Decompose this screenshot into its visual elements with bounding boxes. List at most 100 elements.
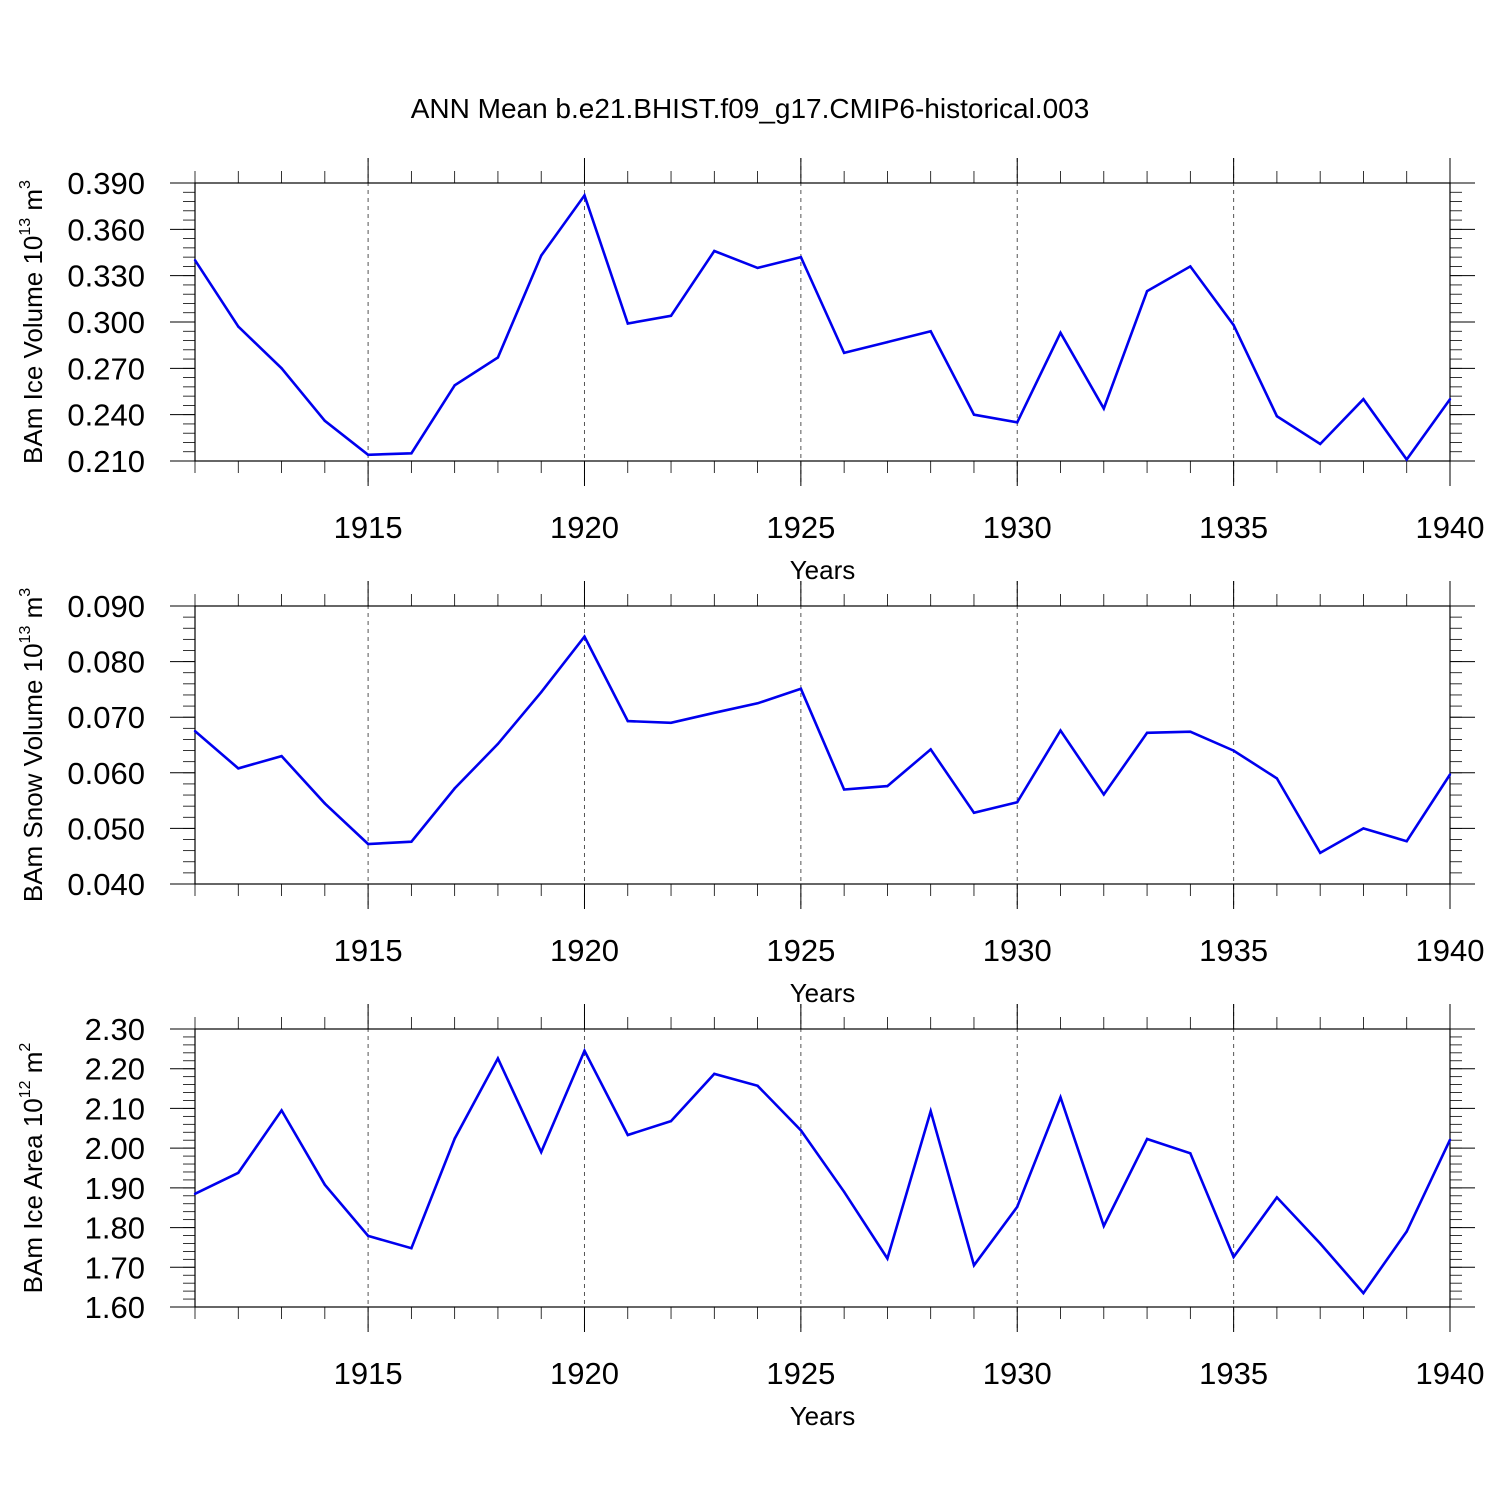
data-point <box>1189 265 1192 268</box>
data-point <box>1016 801 1019 804</box>
data-point <box>842 351 846 355</box>
data-point <box>540 1150 543 1154</box>
data-point <box>799 687 803 691</box>
data-point <box>583 194 586 197</box>
data-point <box>1448 1138 1452 1142</box>
x-tick-label: 1935 <box>1199 510 1268 545</box>
y-tick-label: 0.070 <box>67 700 145 735</box>
data-point <box>972 1264 976 1267</box>
x-tick-label: 1925 <box>766 933 835 968</box>
data-point <box>410 452 413 455</box>
plot-frame <box>194 605 1451 885</box>
data-point <box>1102 407 1105 410</box>
x-tick-label: 1940 <box>1416 933 1485 968</box>
data-point <box>1318 442 1322 446</box>
data-point <box>756 266 759 270</box>
chart-panel-2: 0.090 0.080 0.070 0.060 0.050 0.040 1915 1920 19… <box>17 581 1484 1008</box>
y-tick-label: 2.00 <box>85 1131 145 1166</box>
data-point <box>237 1171 240 1174</box>
data-point <box>1318 851 1322 855</box>
y-tick-label: 0.050 <box>67 811 145 846</box>
data-point <box>799 1129 803 1132</box>
x-tick-label: 1915 <box>334 1356 403 1391</box>
data-point <box>713 249 716 253</box>
data-point <box>1362 398 1365 401</box>
data-point <box>626 322 629 325</box>
data-point <box>669 314 673 318</box>
data-point <box>1102 793 1105 796</box>
data-point <box>1448 398 1452 401</box>
data-point <box>280 1109 283 1112</box>
x-tick-label: 1915 <box>334 933 403 968</box>
x-tick-label: 1930 <box>983 510 1052 545</box>
y-tick-label: 1.60 <box>85 1290 145 1325</box>
data-point <box>713 1072 716 1076</box>
data-point <box>1448 773 1452 776</box>
data-point <box>366 842 370 846</box>
data-point <box>453 787 456 790</box>
data-point <box>366 1234 370 1238</box>
data-point <box>1318 1242 1322 1245</box>
x-tick-label: 1920 <box>550 510 619 545</box>
data-point <box>496 1057 500 1060</box>
data-point <box>410 840 413 843</box>
data-point <box>1232 749 1235 752</box>
x-tick-label: 1940 <box>1416 510 1485 545</box>
data-point <box>756 702 759 705</box>
x-tick-label: 1925 <box>766 510 835 545</box>
y-axis-label: BAm Snow Volume 1013 m3 <box>17 588 48 902</box>
data-point <box>1405 1230 1408 1233</box>
data-point <box>1145 731 1149 734</box>
data-point <box>453 384 456 387</box>
data-point <box>929 748 932 751</box>
data-point <box>1059 1096 1062 1099</box>
data-point <box>1145 1137 1149 1141</box>
data-point <box>193 729 197 733</box>
y-tick-label: 1.70 <box>85 1250 145 1285</box>
x-tick-label: 1920 <box>550 933 619 968</box>
data-point <box>669 1119 673 1123</box>
data-point <box>886 1257 889 1260</box>
y-tick-label: 0.390 <box>67 166 145 201</box>
data-point <box>237 325 240 328</box>
data-point <box>540 254 543 257</box>
y-tick-label: 0.360 <box>67 212 145 247</box>
data-point <box>886 784 889 788</box>
data-point <box>713 711 716 714</box>
data-point <box>410 1247 413 1250</box>
data-point <box>1145 289 1149 293</box>
data-point <box>496 356 500 359</box>
x-tick-label: 1940 <box>1416 1356 1485 1391</box>
y-tick-label: 1.80 <box>85 1211 145 1246</box>
data-point <box>1059 331 1062 335</box>
data-point <box>280 367 283 370</box>
data-point <box>972 413 976 416</box>
data-point <box>1102 1224 1105 1228</box>
data-point <box>1362 827 1365 830</box>
data-point <box>1405 839 1408 843</box>
data-point <box>886 340 889 344</box>
x-axis-label: Years <box>790 1401 856 1431</box>
data-point <box>1275 415 1279 418</box>
chart-panel-3: 2.30 2.20 2.10 2.00 1.90 1.80 1.70 1.60 1915 1920… <box>17 1004 1484 1431</box>
data-point <box>669 721 673 724</box>
y-tick-label: 0.080 <box>67 645 145 680</box>
y-tick-label: 0.040 <box>67 867 145 902</box>
series-line <box>193 192 1452 462</box>
y-axis-label: BAm Ice Volume 1013 m3 <box>17 180 48 464</box>
x-axis-label: Years <box>790 555 856 585</box>
y-tick-label: 0.060 <box>67 756 145 791</box>
x-axis-label: Years <box>790 978 856 1008</box>
x-tick-label: 1915 <box>334 510 403 545</box>
data-point <box>756 1084 759 1087</box>
data-point <box>1405 458 1408 461</box>
data-point <box>1275 1196 1279 1199</box>
data-point <box>626 719 629 723</box>
series-line <box>194 634 1452 855</box>
data-point <box>1016 421 1019 424</box>
data-point <box>280 754 283 758</box>
data-point <box>237 767 240 770</box>
data-point <box>1362 1291 1365 1295</box>
y-tick-label: 0.330 <box>67 259 145 294</box>
